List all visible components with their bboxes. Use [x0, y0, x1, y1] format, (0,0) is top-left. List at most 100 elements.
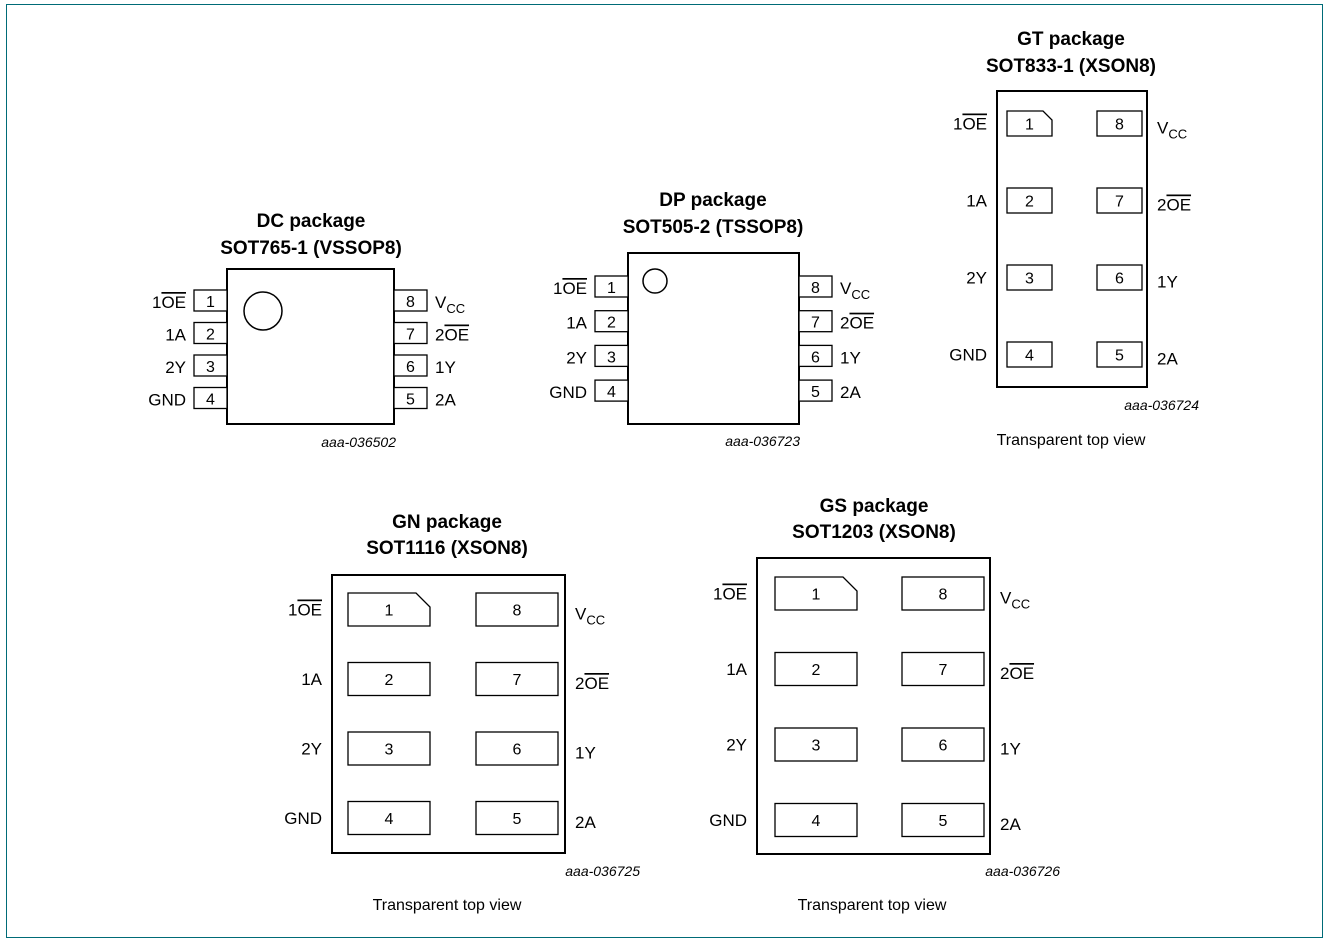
pin-5 — [901, 802, 985, 838]
pin-label-subscript: CC — [1011, 597, 1030, 612]
pin1-marker — [642, 268, 668, 294]
pin-2 — [774, 651, 858, 687]
drawing-number: aaa-036725 — [565, 863, 640, 879]
pin-3 — [347, 731, 431, 766]
pin-4 — [347, 800, 431, 836]
pin-label: 1A — [726, 660, 747, 679]
drawing-number: aaa-036723 — [725, 433, 800, 449]
pin-label-main: 1 — [953, 115, 962, 134]
pin-number: 3 — [206, 359, 215, 376]
pin-label: 1A — [966, 192, 987, 211]
package-code: SOT1203 (XSON8) — [792, 522, 956, 543]
pin-label-main: V — [1000, 589, 1012, 608]
pin-label: VCC — [1157, 119, 1187, 142]
pin-6 — [1096, 264, 1143, 291]
pin-number: 4 — [1025, 348, 1034, 365]
pin-number: 2 — [206, 327, 215, 344]
pin-label-main: 2A — [435, 391, 456, 410]
pin-label-main: 2Y — [165, 358, 186, 377]
pin-number: 2 — [607, 315, 616, 332]
pin-label: 1OE — [288, 601, 322, 620]
pin-8 — [475, 592, 559, 627]
pin-6 — [901, 727, 985, 762]
pin-6 — [475, 731, 559, 766]
pin-2 — [193, 321, 228, 345]
pin-label: VCC — [435, 293, 465, 316]
pin-label: 2A — [575, 813, 596, 832]
pin-5 — [1096, 341, 1143, 368]
pin-label-overline: OE — [584, 674, 609, 693]
pin-number: 6 — [1115, 271, 1124, 288]
pin-label-main: GND — [148, 391, 186, 410]
pin-number: 8 — [513, 603, 522, 620]
package-name: GT package — [1017, 29, 1125, 50]
pin-label-main: 1Y — [1000, 740, 1021, 759]
pin-label: 2Y — [301, 740, 322, 759]
pin-label: 2A — [840, 383, 861, 402]
pin-number: 8 — [406, 294, 415, 311]
pin-8 — [798, 275, 833, 298]
view-note: Transparent top view — [373, 897, 522, 914]
pin-number: 3 — [1025, 271, 1034, 288]
pin-number: 3 — [385, 742, 394, 759]
pin-label: 1Y — [435, 358, 456, 377]
pin-label-main: 1A — [726, 660, 747, 679]
pin1-marker — [243, 291, 283, 331]
pin-label: 2OE — [575, 674, 609, 693]
pin-label: 1OE — [713, 585, 747, 604]
pin-3 — [1006, 264, 1053, 291]
pin-label: 2OE — [1000, 664, 1034, 683]
pin-label: VCC — [1000, 589, 1030, 612]
pin-label-main: 2Y — [726, 736, 747, 755]
pin-1 — [1006, 110, 1053, 137]
pin-number: 5 — [406, 392, 415, 409]
pin-label: GND — [709, 811, 747, 830]
pin-label-main: 2 — [575, 674, 584, 693]
pin-label-main: 2 — [435, 326, 444, 345]
package-name: DC package — [257, 211, 366, 232]
pin-number: 2 — [385, 672, 394, 689]
pin-label-main: 1Y — [435, 358, 456, 377]
pin-label-overline: OE — [1166, 196, 1191, 215]
pin-number: 7 — [513, 672, 522, 689]
pin-label-main: 1Y — [575, 744, 596, 763]
pin-label-main: V — [1157, 119, 1169, 138]
pin-label-main: 1Y — [840, 348, 861, 367]
view-note: Transparent top view — [997, 432, 1146, 449]
pin-label-overline: OE — [161, 293, 186, 312]
pin-number: 1 — [812, 587, 821, 604]
pin-label: 1OE — [152, 293, 186, 312]
pin-number: 5 — [1115, 348, 1124, 365]
package-body — [627, 252, 800, 425]
pin-number: 4 — [206, 392, 215, 409]
pin-number: 4 — [385, 811, 394, 828]
pin-label: 2Y — [726, 736, 747, 755]
pin-number: 6 — [406, 359, 415, 376]
pin-1 — [774, 576, 858, 611]
pin-label: 2A — [1157, 350, 1178, 369]
pin-label-main: 1 — [152, 293, 161, 312]
pin-7 — [1096, 187, 1143, 214]
pin-label: 1OE — [953, 115, 987, 134]
pin-number: 7 — [1115, 194, 1124, 211]
pin-8 — [1096, 110, 1143, 137]
pin-number: 1 — [607, 280, 616, 297]
pin-number: 1 — [385, 603, 394, 620]
pin-number: 2 — [1025, 194, 1034, 211]
pin-label-overline: OE — [722, 585, 747, 604]
pin-label-main: 1A — [566, 314, 587, 333]
package-code: SOT833-1 (XSON8) — [986, 56, 1156, 77]
pin-7 — [393, 321, 428, 345]
pin-number: 4 — [812, 813, 821, 830]
pin-label-main: GND — [709, 811, 747, 830]
pin-number: 3 — [812, 738, 821, 755]
pin-label-overline: OE — [562, 279, 587, 298]
pin-5 — [393, 386, 428, 410]
pin-label-main: 2A — [575, 813, 596, 832]
pin-3 — [774, 727, 858, 762]
pin-number: 7 — [939, 662, 948, 679]
pin-4 — [774, 802, 858, 838]
pin-label-main: V — [840, 279, 852, 298]
